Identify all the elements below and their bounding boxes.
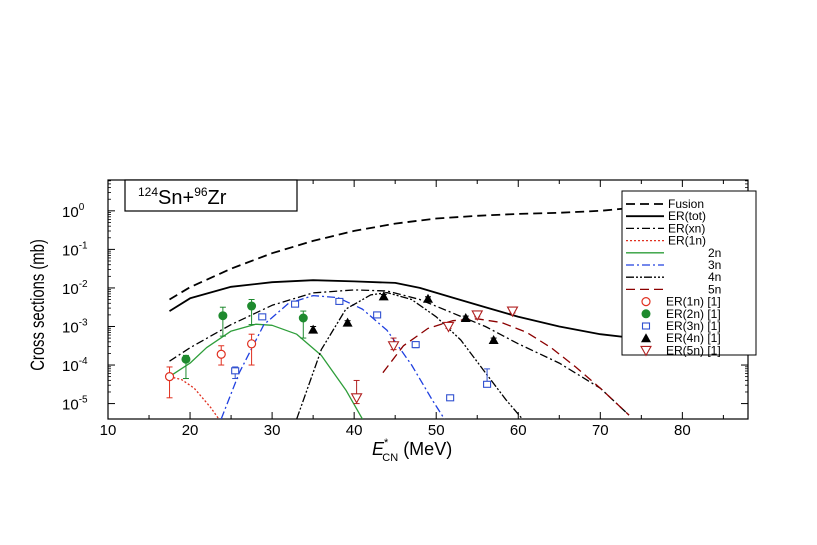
legend-point-label-4: ER(5n) [1] <box>666 343 721 357</box>
legend-label-6: 4n <box>708 270 721 284</box>
legend-label-3: ER(1n) <box>668 234 706 248</box>
legend-label-0: Fusion <box>668 197 704 211</box>
y-tick-label: 10-1 <box>62 240 88 259</box>
data-point-2-1 <box>258 313 267 321</box>
x-tick-label: 80 <box>674 422 691 439</box>
legend-marker-1 <box>641 309 651 319</box>
series-line-5 <box>220 294 445 419</box>
data-point-4-3 <box>471 310 484 322</box>
data-point-4-4 <box>506 306 519 318</box>
x-tick-label: 40 <box>346 422 363 439</box>
data-point-3-5 <box>488 334 499 344</box>
y-axis-label: Cross sections (mb) <box>27 239 48 371</box>
data-point-1-1 <box>218 311 228 321</box>
legend: FusionER(tot)ER(xn)ER(1n)2n3n4n5nER(1n) … <box>621 190 757 357</box>
data-point-2-2 <box>291 300 300 308</box>
inset-label-tail: Zr <box>208 187 227 209</box>
x-tick-label: 20 <box>182 422 199 439</box>
data-point-3-2 <box>378 291 389 301</box>
data-point-1-0 <box>181 354 191 364</box>
data-point-2-3 <box>335 297 344 305</box>
x-tick-label: 30 <box>264 422 281 439</box>
x-tick-label: 60 <box>510 422 527 439</box>
x-axis-label: E* CN (MeV) <box>372 437 452 464</box>
legend-label-2: ER(xn) <box>668 221 705 235</box>
y-tick-label: 10-4 <box>62 356 88 375</box>
data-point-2-6 <box>446 394 455 402</box>
data-point-4-1 <box>387 341 400 352</box>
legend-point-label-3: ER(4n) [1] <box>666 331 721 345</box>
y-tick-label: 10-2 <box>62 279 88 298</box>
inset-label-sup1: 124 <box>138 185 158 199</box>
x-tick-label: 50 <box>428 422 445 439</box>
legend-point-label-0: ER(1n) [1] <box>666 295 721 309</box>
inset-label-box: 124Sn+96Zr <box>124 179 298 212</box>
data-point-2-4 <box>373 311 382 319</box>
data-point-4-2 <box>442 321 455 333</box>
data-point-2-5 <box>411 341 420 349</box>
legend-point-label-1: ER(2n) [1] <box>666 307 721 321</box>
data-point-1-2 <box>247 301 257 311</box>
series-line-0 <box>169 206 634 301</box>
x-axis-label-unit: (MeV) <box>398 439 452 459</box>
legend-point-label-2: ER(3n) [1] <box>666 319 721 333</box>
data-point-3-4 <box>460 313 471 323</box>
data-point-3-1 <box>342 317 353 327</box>
y-tick-label: 100 <box>62 202 85 221</box>
legend-label-5: 3n <box>708 258 721 272</box>
x-axis-label-sub: CN <box>382 452 398 464</box>
axes-layer: 10 20 30 40 50 60 70 80 10-5 10-4 10-3 10-2 10-1 100 <box>62 180 748 439</box>
points-layer <box>164 291 519 405</box>
series-line-1 <box>169 279 634 339</box>
x-axis-label-sup: * <box>384 437 389 449</box>
series-line-6 <box>296 291 523 419</box>
data-point-0-0 <box>164 371 175 382</box>
data-point-3-3 <box>423 293 433 303</box>
data-point-1-3 <box>298 313 308 323</box>
inset-label-base: Sn+ <box>158 187 194 209</box>
legend-label-7: 5n <box>708 282 721 296</box>
legend-label-1: ER(tot) <box>668 209 706 223</box>
x-axis-label-e: E <box>372 439 385 459</box>
data-point-2-0 <box>231 367 240 375</box>
x-tick-label: 70 <box>592 422 609 439</box>
data-point-4-0 <box>350 393 363 404</box>
data-point-0-2 <box>246 339 257 349</box>
legend-marker-0 <box>641 297 651 307</box>
x-tick-label: 10 <box>100 422 117 439</box>
inset-label: 124Sn+96Zr <box>138 185 227 209</box>
y-tick-label: 10-3 <box>62 317 88 336</box>
legend-marker-4 <box>640 345 652 357</box>
legend-marker-2 <box>641 322 651 330</box>
legend-label-4: 2n <box>708 246 721 260</box>
x-axis-label-main: E* CN (MeV) <box>372 437 452 464</box>
legend-marker-3 <box>641 333 651 343</box>
data-point-2-7 <box>483 380 492 388</box>
y-tick-label: 10-5 <box>62 395 88 414</box>
series-layer <box>169 206 634 419</box>
data-point-3-0 <box>308 324 319 334</box>
inset-label-sup2: 96 <box>194 185 208 199</box>
data-point-0-1 <box>216 349 226 359</box>
